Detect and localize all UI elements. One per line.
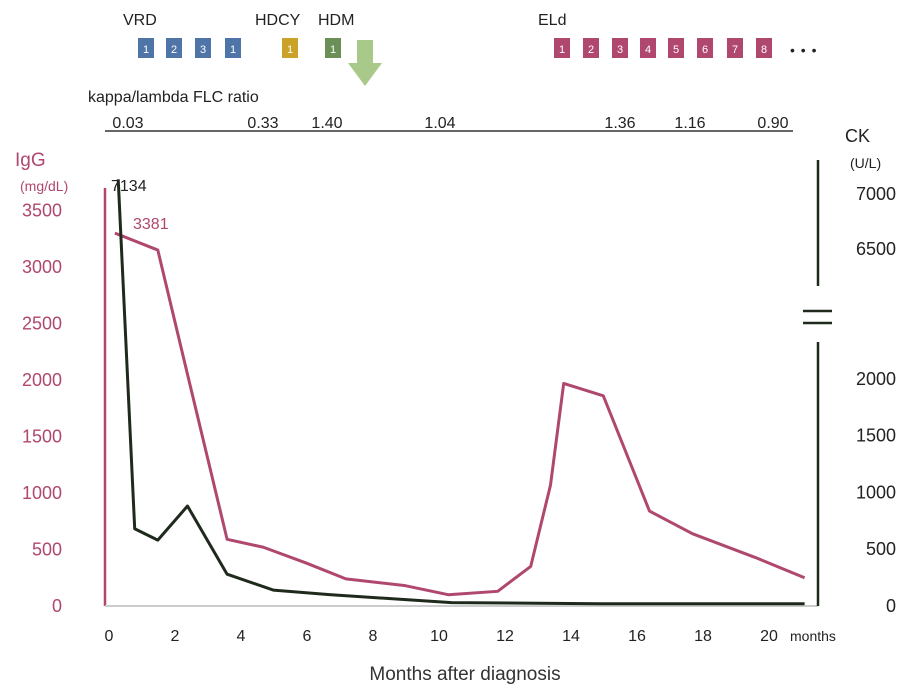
flc-ratio-label: kappa/lambda FLC ratio xyxy=(88,89,259,106)
vrd-cycle-number: 2 xyxy=(171,44,177,56)
eld-cycle-number: 6 xyxy=(702,44,708,56)
vrd-cycle-number: 1 xyxy=(230,44,236,56)
flc-ratio-value: 0.33 xyxy=(247,115,278,132)
flc-ratio-values: 0.03 0.33 1.40 1.04 1.36 1.16 0.90 xyxy=(112,115,788,132)
x-tick-label: 16 xyxy=(628,628,646,645)
flc-ratio-value: 0.03 xyxy=(112,115,143,132)
vrd-cycle-box xyxy=(225,38,241,58)
eld-cycle-box xyxy=(668,38,684,58)
flc-ratio-value: 1.36 xyxy=(604,115,635,132)
eld-cycle-number: 4 xyxy=(645,44,651,56)
ck-tick-label: 1500 xyxy=(856,426,896,446)
eld-cycle-number: 2 xyxy=(588,44,594,56)
treatment-cycle-boxes: 1 2 3 1 1 1 1 2 3 4 5 6 7 8 • • • xyxy=(138,38,817,58)
igg-peak-label: 3381 xyxy=(133,216,169,233)
ck-series-line xyxy=(116,179,805,606)
hdcy-cycle-box xyxy=(282,38,298,58)
x-tick-labels: 0 2 4 6 8 10 12 14 16 18 20 xyxy=(105,628,778,645)
igg-tick-label: 2500 xyxy=(22,314,62,334)
ck-peak-label: 7134 xyxy=(111,178,147,195)
eld-cycle-box xyxy=(583,38,599,58)
x-tick-label: 14 xyxy=(562,628,580,645)
igg-tick-label: 3000 xyxy=(22,257,62,277)
x-axis-title: Months after diagnosis xyxy=(369,664,560,685)
ck-tick-labels: 0 500 1000 1500 2000 6500 7000 xyxy=(856,184,896,616)
eld-cycle-box xyxy=(640,38,656,58)
eld-label: ELd xyxy=(538,12,566,29)
ck-tick-label: 500 xyxy=(866,539,896,559)
flc-ratio-value: 0.90 xyxy=(757,115,788,132)
igg-tick-label: 3500 xyxy=(22,201,62,221)
x-tick-label: 10 xyxy=(430,628,448,645)
flc-ratio-value: 1.40 xyxy=(311,115,342,132)
igg-axis-title: IgG xyxy=(15,150,46,171)
x-tick-label: 20 xyxy=(760,628,778,645)
eld-cycle-number: 5 xyxy=(673,44,679,56)
igg-tick-labels: 0 500 1000 1500 2000 2500 3000 3500 xyxy=(22,201,62,617)
igg-tick-label: 2000 xyxy=(22,370,62,390)
ck-axis-unit: (U/L) xyxy=(850,155,881,171)
igg-tick-label: 0 xyxy=(52,596,62,616)
x-unit-label: months xyxy=(790,628,836,644)
vrd-cycle-number: 1 xyxy=(143,44,149,56)
ck-tick-label: 6500 xyxy=(856,239,896,259)
eld-cycle-number: 8 xyxy=(761,44,767,56)
x-tick-label: 4 xyxy=(237,628,246,645)
ck-tick-label: 1000 xyxy=(856,482,896,502)
vrd-cycle-box xyxy=(166,38,182,58)
eld-cycle-number: 1 xyxy=(559,44,565,56)
eld-cycle-box xyxy=(727,38,743,58)
igg-axis-unit: (mg/dL) xyxy=(20,178,68,194)
hdcy-cycle-number: 1 xyxy=(287,44,293,56)
x-tick-label: 8 xyxy=(369,628,378,645)
eld-cycle-box xyxy=(612,38,628,58)
hdm-cycle-box xyxy=(325,38,341,58)
vrd-cycle-box xyxy=(195,38,211,58)
igg-tick-label: 500 xyxy=(32,540,62,560)
igg-tick-label: 1000 xyxy=(22,483,62,503)
ck-tick-label: 7000 xyxy=(856,184,896,204)
igg-series-line xyxy=(114,231,806,597)
ck-axis-title: CK xyxy=(845,126,870,146)
hdcy-label: HDCY xyxy=(255,12,301,29)
igg-tick-label: 1500 xyxy=(22,427,62,447)
hdm-cycle-number: 1 xyxy=(330,44,336,56)
x-tick-label: 6 xyxy=(303,628,312,645)
x-tick-label: 2 xyxy=(171,628,180,645)
eld-cycle-box xyxy=(554,38,570,58)
vrd-cycle-number: 3 xyxy=(200,44,206,56)
flc-ratio-value: 1.04 xyxy=(424,115,455,132)
flc-ratio-value: 1.16 xyxy=(674,115,705,132)
eld-cycle-number: 3 xyxy=(617,44,623,56)
x-tick-label: 0 xyxy=(105,628,114,645)
vrd-label: VRD xyxy=(123,12,157,29)
transplant-arrow-icon xyxy=(348,40,382,86)
ck-tick-label: 0 xyxy=(886,596,896,616)
eld-cycle-box xyxy=(697,38,713,58)
eld-cycle-box xyxy=(756,38,772,58)
ck-tick-label: 2000 xyxy=(856,369,896,389)
x-tick-label: 18 xyxy=(694,628,712,645)
hdm-label: HDM xyxy=(318,12,354,29)
x-tick-label: 12 xyxy=(496,628,514,645)
vrd-cycle-box xyxy=(138,38,154,58)
eld-cycle-number: 7 xyxy=(732,44,738,56)
eld-continuation: • • • xyxy=(790,42,817,58)
